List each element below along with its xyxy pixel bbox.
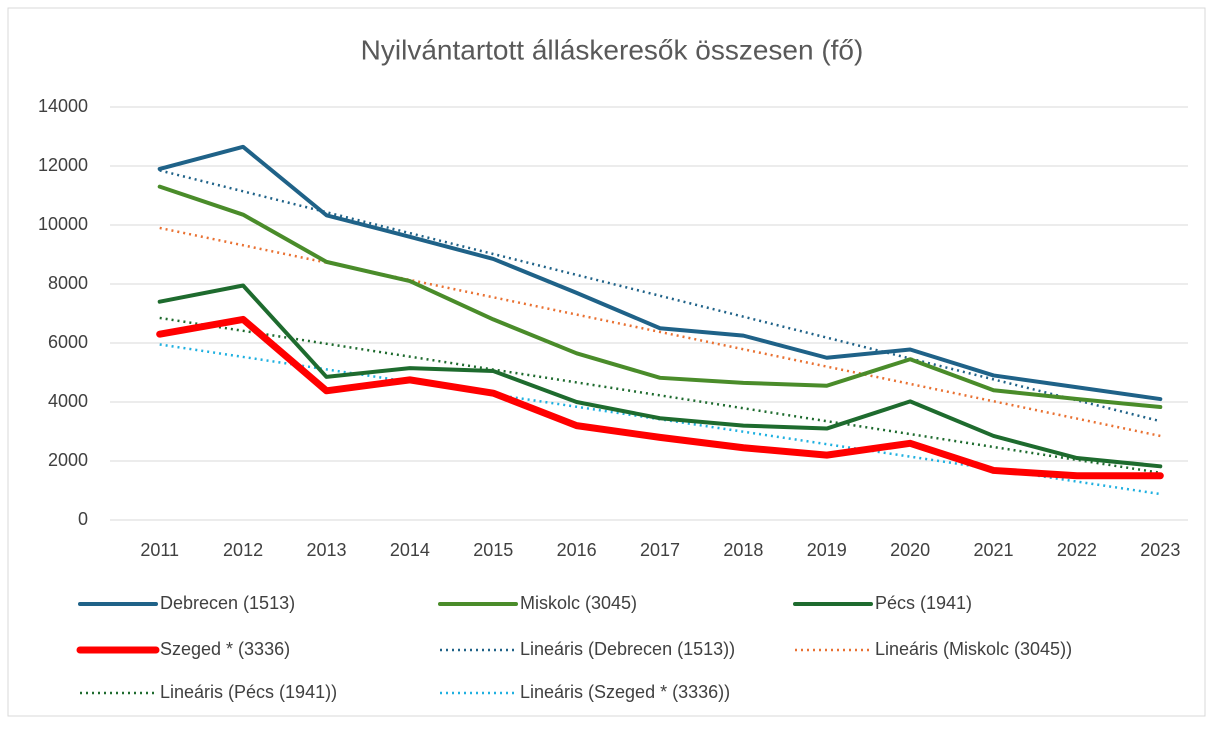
legend-label: Lineáris (Miskolc (3045)) [875, 639, 1072, 659]
series-line [157, 283, 1163, 469]
x-tick-label: 2022 [1057, 540, 1097, 560]
x-tick-label: 2011 [140, 540, 179, 560]
x-tick-label: 2018 [723, 540, 763, 560]
legend-label: Pécs (1941) [875, 593, 972, 613]
y-tick-label: 10000 [38, 214, 88, 234]
x-tick-label: 2023 [1140, 540, 1180, 560]
y-tick-label: 8000 [48, 273, 88, 293]
x-tick-label: 2019 [807, 540, 847, 560]
series-line [157, 184, 1163, 410]
series-line [156, 315, 1164, 480]
x-tick-label: 2013 [306, 540, 346, 560]
y-tick-label: 0 [78, 509, 88, 529]
x-tick-label: 2021 [974, 540, 1014, 560]
x-tick-label: 2014 [390, 540, 430, 560]
series-line [157, 144, 1163, 402]
legend-label: Lineáris (Debrecen (1513)) [520, 639, 735, 659]
series-line [159, 169, 1161, 423]
legend-label: Lineáris (Szeged * (3336)) [520, 682, 730, 702]
legend-label: Lineáris (Pécs (1941)) [160, 682, 337, 702]
series-line [159, 316, 1161, 475]
x-tick-label: 2017 [640, 540, 680, 560]
legend-label: Miskolc (3045) [520, 593, 637, 613]
series-line [159, 226, 1161, 438]
y-tick-label: 4000 [48, 391, 88, 411]
y-tick-label: 2000 [48, 450, 88, 470]
x-tick-label: 2015 [473, 540, 513, 560]
y-tick-label: 14000 [38, 96, 88, 116]
chart-title: Nyilvántartott álláskeresők összesen (fő… [361, 34, 864, 65]
x-tick-label: 2016 [557, 540, 597, 560]
legend-label: Debrecen (1513) [160, 593, 295, 613]
x-tick-label: 2020 [890, 540, 930, 560]
x-tick-label: 2012 [223, 540, 263, 560]
legend-label: Szeged * (3336) [160, 639, 290, 659]
y-tick-label: 12000 [38, 155, 88, 175]
y-tick-label: 6000 [48, 332, 88, 352]
